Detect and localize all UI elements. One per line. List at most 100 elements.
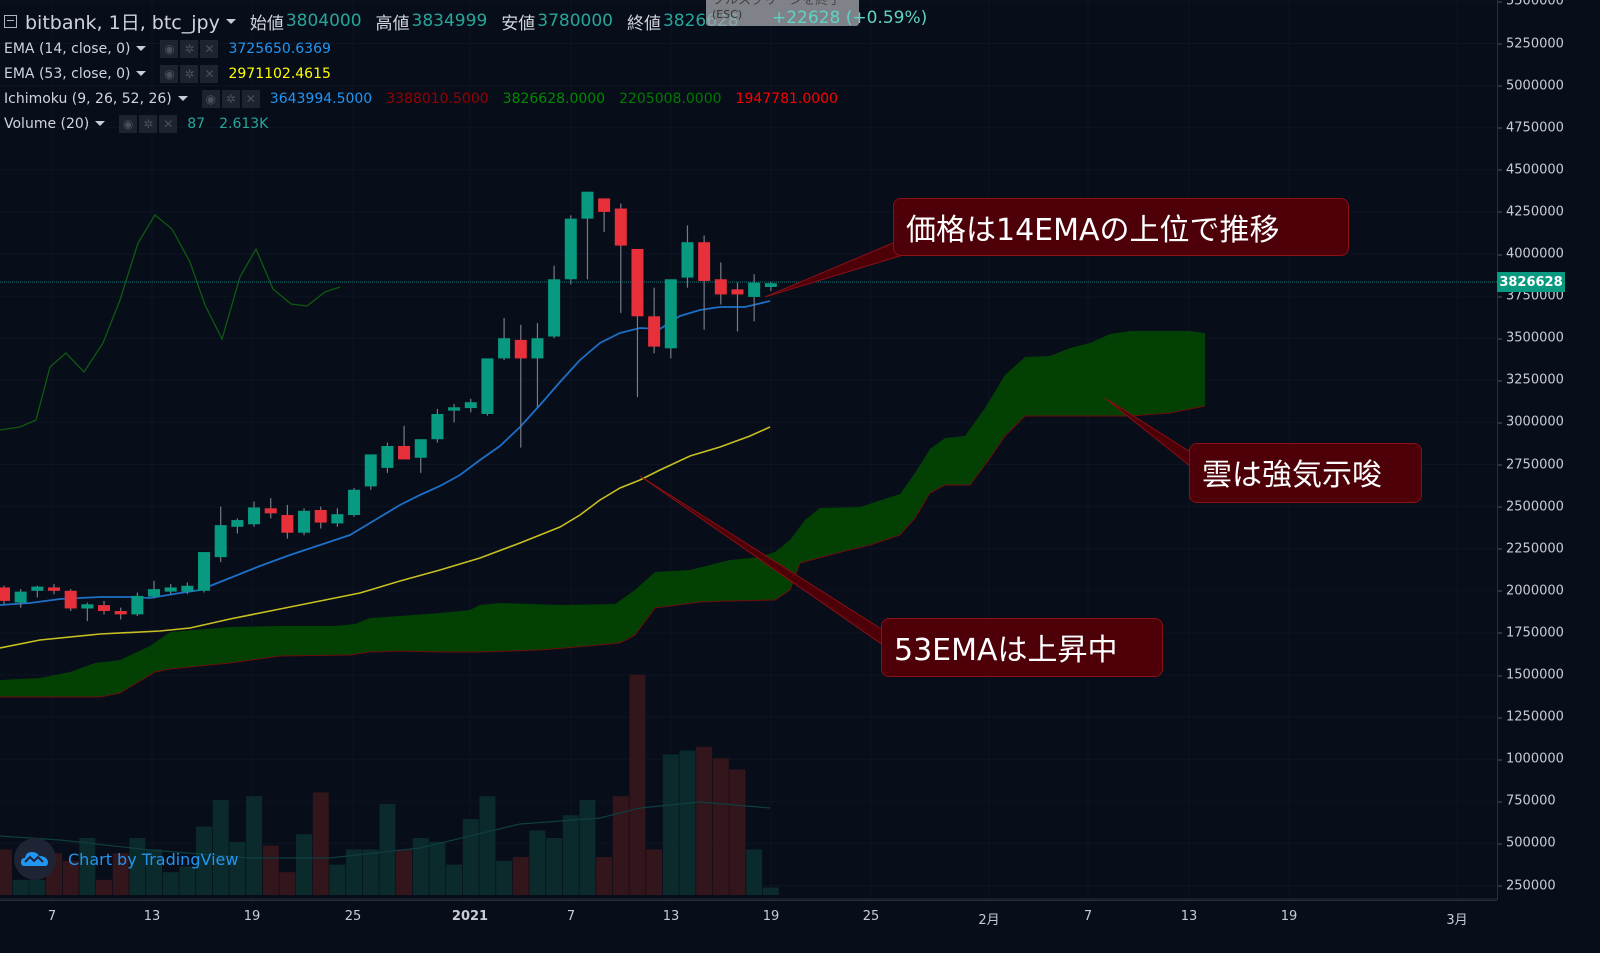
volume-bar xyxy=(262,845,279,895)
volume-bar xyxy=(246,796,263,895)
callout-cloud-bullish[interactable]: 雲は強気示唆 xyxy=(1189,443,1422,503)
time-tick: 2月 xyxy=(978,913,1000,928)
ema53-line xyxy=(0,426,771,649)
candle-up xyxy=(448,407,461,411)
candle-down xyxy=(64,590,77,609)
indicator-name[interactable]: Ichimoku (9, 26, 52, 26) xyxy=(4,90,172,107)
gear-icon[interactable]: ✲ xyxy=(139,114,158,133)
volume-bar xyxy=(712,758,729,895)
price-tick: 1500000 xyxy=(1498,667,1564,683)
candle-up xyxy=(498,338,511,359)
indicator-value: 3826628.0000 xyxy=(502,90,606,107)
price-tick: 3500000 xyxy=(1498,330,1564,346)
eye-icon[interactable]: ◉ xyxy=(201,89,220,108)
price-tick: 4250000 xyxy=(1498,204,1564,220)
price-tick: 5000000 xyxy=(1498,78,1564,94)
callout-ema53-rising[interactable]: 53EMAは上昇中 xyxy=(881,618,1163,677)
open-label: 始値 xyxy=(249,13,284,34)
tradingview-watermark[interactable]: Chart by TradingView xyxy=(14,838,238,880)
symbol-title[interactable]: bitbank, 1日, btc_jpy xyxy=(4,8,250,35)
volume-bar xyxy=(29,879,46,895)
volume-bar xyxy=(96,879,113,895)
time-tick: 7 xyxy=(47,909,57,924)
eye-icon[interactable]: ◉ xyxy=(119,114,138,133)
indicator-name[interactable]: Volume (20) xyxy=(4,115,90,132)
close-icon[interactable]: ✕ xyxy=(241,89,260,108)
price-tick: 2500000 xyxy=(1498,499,1564,515)
candle-up xyxy=(231,520,244,527)
candle-up xyxy=(181,585,194,592)
chevron-down-icon[interactable] xyxy=(177,96,188,101)
volume-bar xyxy=(196,826,213,895)
indicator-name[interactable]: EMA (14, close, 0) xyxy=(4,40,131,57)
indicator-row: EMA (53, close, 0) ◉ ✲ ✕ 2971102.4615 xyxy=(4,61,852,86)
price-axis[interactable]: 5500000 5250000 5000000 4750000 4500000 42500… xyxy=(1497,0,1600,900)
candle-up xyxy=(381,445,394,468)
candle-down xyxy=(631,248,644,317)
candle-up xyxy=(248,507,261,525)
candle-up xyxy=(298,510,311,533)
close-icon[interactable]: ✕ xyxy=(159,114,178,133)
candle-down xyxy=(731,289,744,295)
close-icon[interactable]: ✕ xyxy=(200,64,219,83)
indicator-value: 2205008.0000 xyxy=(619,90,722,107)
eye-icon[interactable]: ◉ xyxy=(160,64,179,83)
volume-bar xyxy=(596,857,613,895)
indicator-value: 1947781.0000 xyxy=(735,90,838,107)
chevron-down-icon[interactable] xyxy=(136,46,147,51)
exit-fullscreen-hint[interactable]: フルスクリーンを終了 (ESC) xyxy=(706,0,859,26)
time-tick: 19 xyxy=(762,909,780,924)
time-axis[interactable]: 7 13 19 25 2021 7 13 19 25 2月 7 13 19 3月 xyxy=(0,900,1497,953)
price-tick: 500000 xyxy=(1498,835,1556,851)
price-tick: 4500000 xyxy=(1498,162,1564,178)
eye-icon[interactable]: ◉ xyxy=(160,39,179,58)
collapse-icon[interactable] xyxy=(4,14,17,28)
volume-bar xyxy=(612,796,629,895)
volume-bar xyxy=(696,746,713,895)
price-tick: 1750000 xyxy=(1498,625,1564,641)
close-icon[interactable]: ✕ xyxy=(200,39,219,58)
volume-bar xyxy=(446,864,463,895)
time-tick: 7 xyxy=(566,909,576,924)
candle-up xyxy=(464,402,477,409)
volume-ma-line xyxy=(0,801,771,859)
gear-icon[interactable]: ✲ xyxy=(221,89,240,108)
gear-icon[interactable]: ✲ xyxy=(180,39,199,58)
candle-up xyxy=(164,587,177,592)
volume-bar xyxy=(746,849,763,895)
chart-legend: bitbank, 1日, btc_jpy 始値 3804000 高値 3834999… xyxy=(4,6,852,136)
volume-bar xyxy=(679,750,696,895)
candle-up xyxy=(364,454,377,487)
candle-up xyxy=(81,604,94,609)
price-tick: 750000 xyxy=(1498,793,1556,809)
volume-bar xyxy=(462,819,479,895)
gear-icon[interactable]: ✲ xyxy=(180,64,199,83)
price-tick: 5250000 xyxy=(1498,36,1564,51)
volume-bar xyxy=(362,849,379,895)
chevron-down-icon[interactable] xyxy=(136,71,147,76)
candle-up xyxy=(531,338,544,359)
volume-bar xyxy=(512,857,529,895)
price-tick: 5500000 xyxy=(1498,0,1564,9)
volume-bar xyxy=(0,849,12,895)
chevron-down-icon[interactable] xyxy=(95,121,106,126)
candle-up xyxy=(581,191,594,219)
volume-bar xyxy=(546,838,563,895)
time-tick: 2021 xyxy=(451,909,489,924)
volume-bar xyxy=(112,853,129,895)
chevron-down-icon[interactable] xyxy=(225,18,236,24)
indicator-name[interactable]: EMA (53, close, 0) xyxy=(4,65,131,82)
volume-bar xyxy=(729,769,746,895)
last-price-tag: 3826628 xyxy=(1497,272,1565,292)
candle-down xyxy=(614,208,627,246)
time-tick: 25 xyxy=(862,909,880,924)
time-tick: 13 xyxy=(143,909,161,924)
chikou-span-line xyxy=(0,214,341,431)
candle-down xyxy=(514,339,527,359)
candle-down xyxy=(398,445,411,460)
candle-up xyxy=(148,589,161,597)
price-tick: 4000000 xyxy=(1498,246,1564,262)
callout-price-above-ema14[interactable]: 価格は14EMAの上位で推移 xyxy=(893,198,1349,256)
volume-bar xyxy=(646,849,663,895)
